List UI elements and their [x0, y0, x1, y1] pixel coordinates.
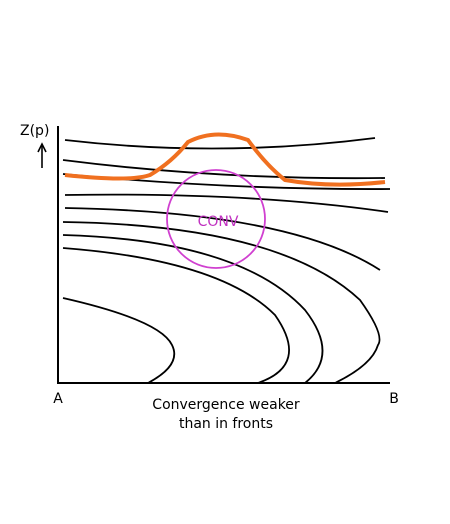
isentrope: [64, 207, 381, 271]
tropopause: [64, 132, 386, 187]
axis-label: Z(p): [20, 123, 49, 139]
caption-line: than in fronts: [179, 416, 273, 432]
right-label: B: [389, 391, 399, 407]
isentrope: [62, 297, 176, 384]
convergence-circle: [166, 169, 266, 269]
left-label: A: [53, 391, 63, 407]
isentrope: [64, 137, 376, 150]
isentrope: [62, 221, 381, 384]
isentrope: [62, 234, 324, 384]
isentrope: [62, 247, 290, 384]
up-arrow-head: [37, 142, 47, 153]
caption-line: Convergence weaker: [152, 397, 300, 413]
region-label: CONV: [198, 214, 239, 230]
isentrope: [62, 159, 386, 180]
isentrope: [64, 193, 389, 213]
